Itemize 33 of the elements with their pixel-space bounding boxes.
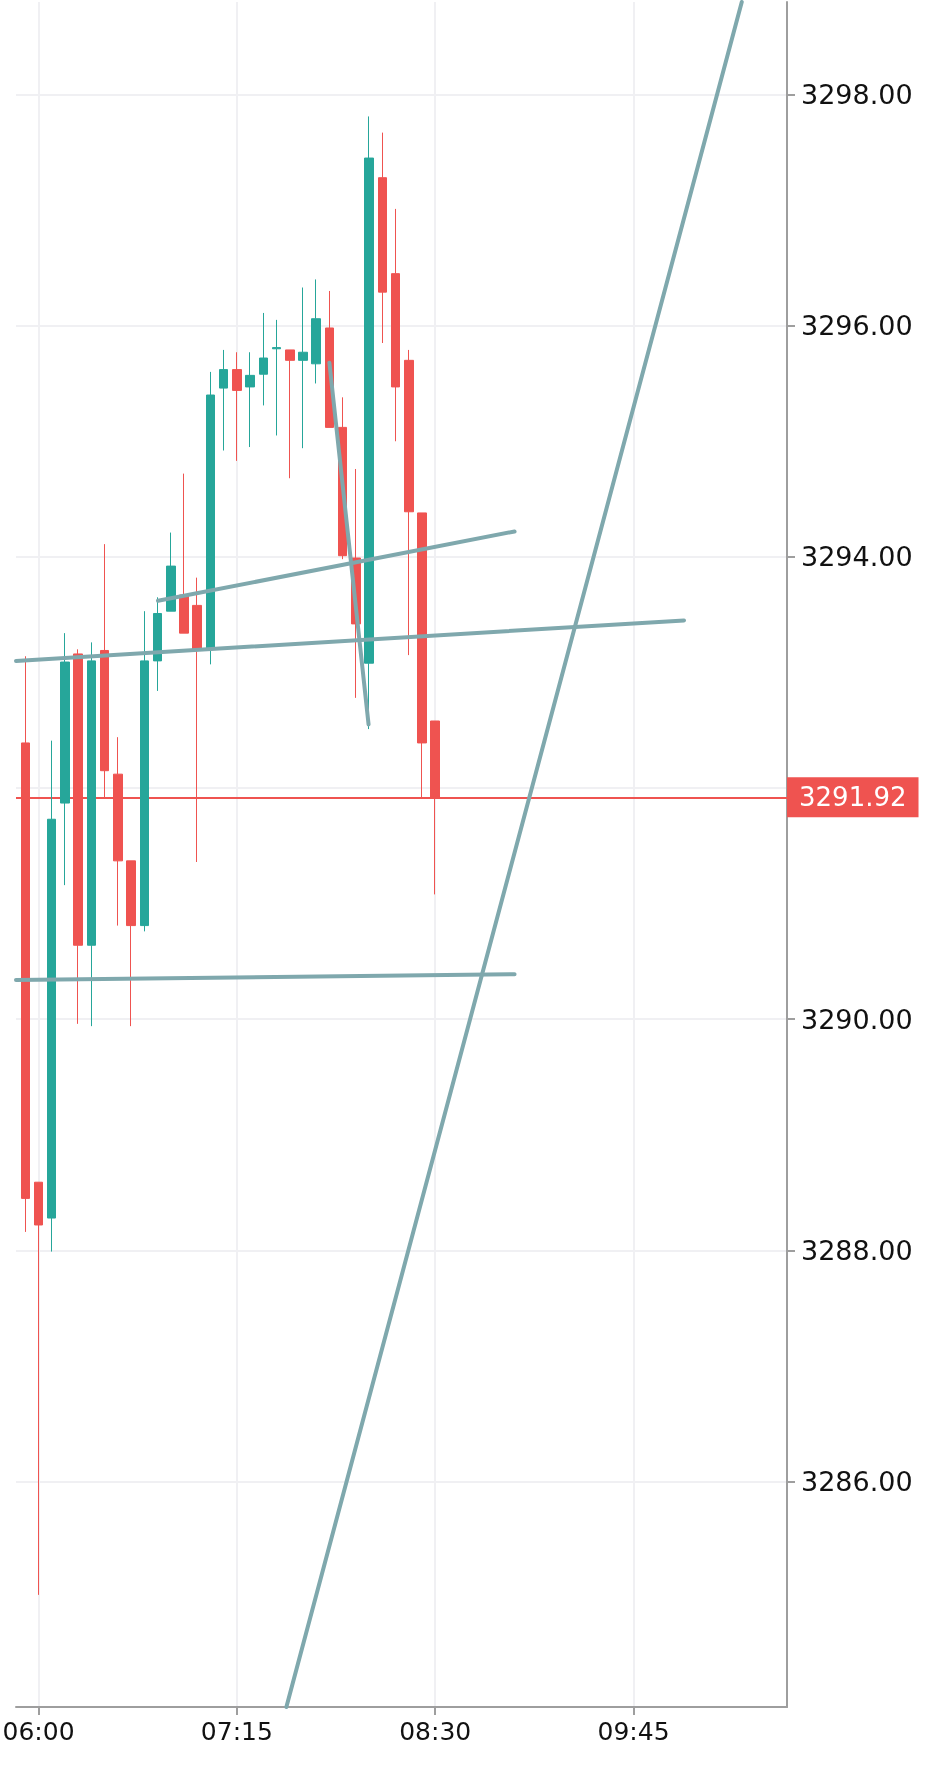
candlestick [298, 287, 308, 449]
candlestick [206, 371, 215, 665]
y-tick-label: 3294.00 [801, 541, 913, 573]
candlestick [232, 351, 242, 462]
candlestick [245, 351, 255, 448]
candlestick [47, 740, 56, 1253]
ref-line-label: 3291.92 [799, 782, 907, 813]
candlestick [60, 632, 70, 886]
candlestick [87, 641, 96, 1027]
candlestick [391, 208, 400, 442]
candlestick [311, 278, 321, 384]
y-tick-label: 3296.00 [801, 310, 913, 342]
y-tick-label: 3288.00 [801, 1234, 913, 1266]
candlestick [166, 532, 176, 612]
candlestick [364, 115, 374, 730]
y-tick-label: 3290.00 [801, 1003, 913, 1035]
candlestick [179, 473, 189, 634]
candlestick [378, 132, 387, 344]
candlestick [153, 596, 162, 692]
x-tick-label: 06:00 [2, 1717, 75, 1746]
candlestick [259, 312, 268, 406]
candlestick [272, 319, 281, 436]
x-tick-label: 08:30 [399, 1717, 472, 1746]
x-tick-label: 09:45 [597, 1717, 670, 1746]
candlestick [140, 610, 149, 932]
candlestick [126, 860, 136, 1027]
candlestick [404, 349, 414, 656]
candlestick [285, 349, 295, 479]
y-tick-label: 3286.00 [801, 1466, 913, 1498]
candlestick [34, 1181, 43, 1596]
y-tick-label: 3298.00 [801, 78, 913, 110]
x-tick-label: 07:15 [200, 1717, 273, 1746]
candlestick [219, 349, 228, 451]
